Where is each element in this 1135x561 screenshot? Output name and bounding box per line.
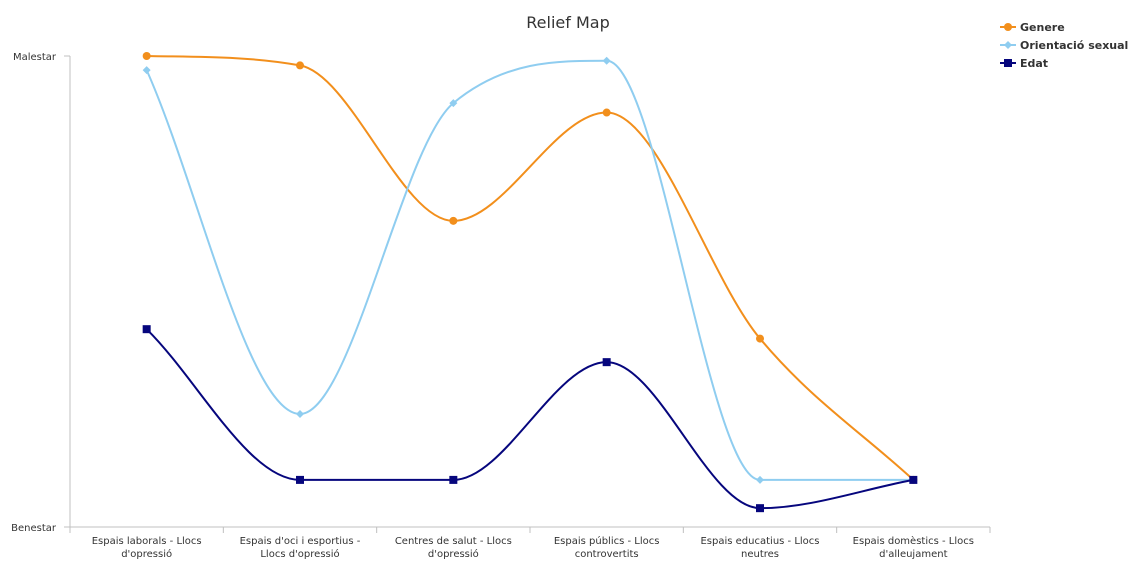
data-point-edat [756,504,764,513]
legend-label: Genere [1020,21,1065,34]
series-line-genere [146,55,915,481]
y-tick-label: Malestar [13,52,57,63]
data-point-orientaci-sexual [756,475,764,484]
x-tick-label-line: controvertits [575,549,639,560]
data-point-genere [602,108,611,117]
data-point-genere [449,216,458,225]
x-tick-label: Espais laborals - Llocs d'opressió [92,536,202,560]
series-genere [142,52,918,484]
x-tick-label: Espais domèstics - Llocs d'alleujament [853,535,974,560]
x-tick-label-line: Espais d'oci i esportius - [240,536,361,547]
x-tick-label-line: Llocs d'opressió [260,548,339,560]
chart-title: Relief Map [526,13,609,32]
legend-item-orientaci-sexual[interactable]: Orientació sexual [1000,39,1128,52]
series-edat [142,325,918,513]
data-point-orientaci-sexual [142,66,151,75]
series-layer [142,52,918,513]
x-tick-label-line: d'opressió [121,548,172,560]
data-point-edat [449,475,458,484]
x-tick-label-line: Espais domèstics - Llocs [853,535,974,547]
data-point-edat [909,475,918,484]
x-tick-label-line: Centres de salut - Llocs [395,536,512,547]
series-line-edat [145,328,914,510]
legend-item-edat[interactable]: Edat [1000,57,1048,70]
x-tick-label-line: d'opressió [428,548,479,560]
x-tick-label-line: neutres [741,549,779,560]
x-tick-label: Espais educatius - Llocs neutres [700,536,819,560]
x-tick-label: Espais públics - Llocs controvertits [554,535,660,560]
data-point-edat [602,358,611,367]
legend-marker-genere [1004,23,1012,31]
data-point-genere [142,52,151,60]
data-point-edat [142,325,151,334]
legend[interactable]: Genere Orientació sexual Edat [1000,21,1128,70]
x-tick-label-line: Espais públics - Llocs [554,535,660,547]
legend-label: Orientació sexual [1020,39,1128,52]
y-tick-label: Benestar [11,523,57,534]
data-point-genere [756,334,764,343]
x-tick-label-line: d'alleujament [879,549,947,560]
x-tick-label: Espais d'oci i esportius -Llocs d'opress… [240,536,361,560]
x-tick-label: Centres de salut - Llocs d'opressió [395,536,512,560]
legend-item-genere[interactable]: Genere [1000,21,1065,34]
x-tick-label-line: Espais laborals - Llocs [92,536,202,547]
data-point-orientaci-sexual [449,99,458,108]
x-tick-label-line: Espais educatius - Llocs [700,536,819,547]
data-point-orientaci-sexual [296,409,304,418]
legend-marker-orientaci-sexual [1004,41,1012,49]
legend-label: Edat [1020,57,1048,70]
data-point-orientaci-sexual [602,56,611,65]
legend-marker-edat [1004,59,1012,67]
data-point-genere [296,61,304,70]
series-line-orientaci-sexual [145,59,914,481]
data-point-edat [296,475,304,484]
